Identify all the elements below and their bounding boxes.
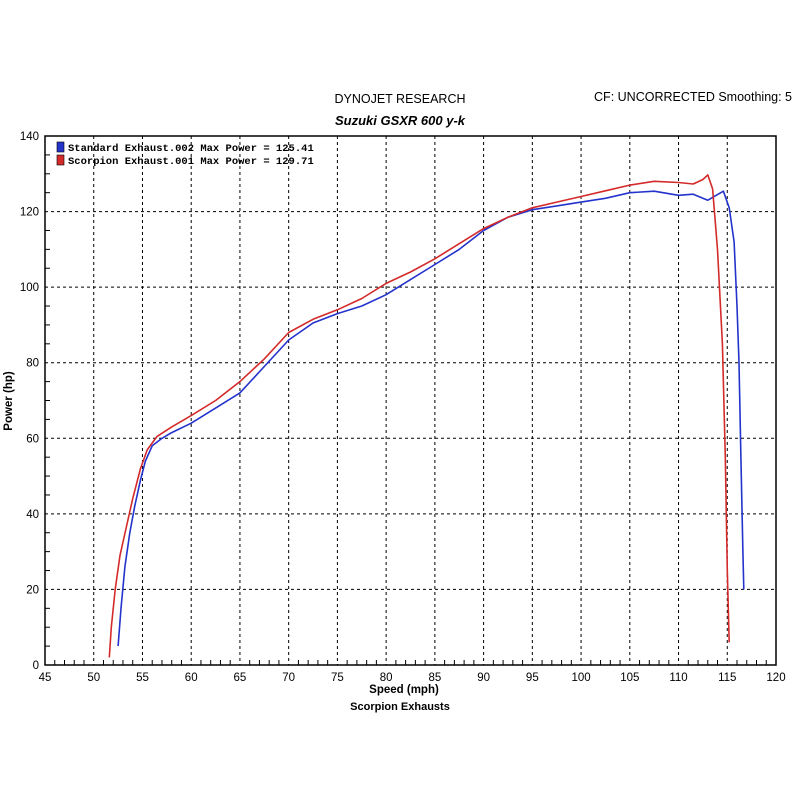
x-tick-label: 105 <box>620 672 639 684</box>
legend-label-standard: Standard Exhaust.002 Max Power = 125.41 <box>68 143 314 155</box>
legend-swatch-scorpion <box>56 154 65 166</box>
y-tick-label: 0 <box>33 660 39 672</box>
y-tick-label: 80 <box>26 358 39 370</box>
tick-layer: 45 50 55 60 65 70 75 80 85 90 95 100 105 110 115 120 0 20… <box>20 131 786 684</box>
y-tick-label: 40 <box>26 509 39 521</box>
y-tick-label: 100 <box>20 282 39 294</box>
header-left: DYNOJET RESEARCH <box>334 92 465 106</box>
chart-title: Suzuki GSXR 600 y-k <box>335 113 466 128</box>
x-tick-label: 65 <box>234 672 247 684</box>
plot-frame <box>44 135 777 666</box>
x-tick-label: 90 <box>477 672 490 684</box>
footer-credit: Scorpion Exhausts <box>350 701 450 713</box>
x-tick-label: 100 <box>571 672 590 684</box>
series-line-scorpion <box>108 174 730 658</box>
x-tick-label: 55 <box>136 672 149 684</box>
legend-label-scorpion: Scorpion Exhaust.001 Max Power = 129.71 <box>68 156 314 168</box>
y-tick-label: 20 <box>26 584 39 596</box>
legend: Standard Exhaust.002 Max Power = 125.41S… <box>56 141 314 168</box>
y-tick-label: 120 <box>20 207 39 219</box>
series-layer <box>108 174 745 658</box>
grid-layer <box>45 136 776 665</box>
x-tick-label: 80 <box>380 672 393 684</box>
x-tick-label: 45 <box>39 672 52 684</box>
x-tick-label: 60 <box>185 672 198 684</box>
x-tick-label: 75 <box>331 672 344 684</box>
x-tick-label: 70 <box>282 672 295 684</box>
x-axis-label: Speed (mph) <box>369 684 439 696</box>
x-tick-label: 110 <box>669 672 687 684</box>
series-line-standard <box>117 190 745 647</box>
x-tick-label: 85 <box>428 672 441 684</box>
y-tick-label: 60 <box>26 433 39 445</box>
x-tick-label: 115 <box>718 672 736 684</box>
legend-swatch-standard <box>56 141 65 153</box>
y-tick-label: 140 <box>20 131 39 143</box>
x-tick-label: 95 <box>526 672 539 684</box>
x-tick-label: 50 <box>87 672 100 684</box>
x-tick-label: 120 <box>766 672 785 684</box>
y-axis-label: Power (hp) <box>3 371 15 431</box>
header-right: CF: UNCORRECTED Smoothing: 5 <box>594 90 792 104</box>
